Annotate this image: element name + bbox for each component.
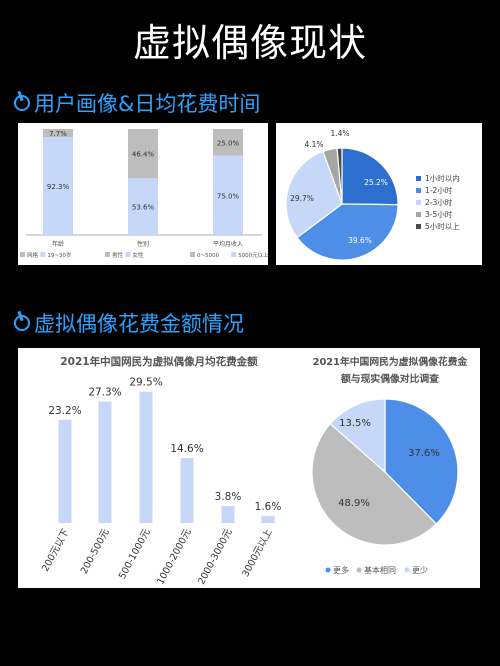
category-label: 200元以下 xyxy=(40,527,72,573)
daily-time-pie-chart: 25.2% 39.6% 29.7% 4.1% 1.4% 1小时以内 1-2小时 2-3小时 3-… xyxy=(285,129,460,261)
legend-label: 1小时以内 xyxy=(425,173,460,183)
legend-swatch xyxy=(416,224,421,229)
data-label: 25.2% xyxy=(364,178,388,187)
data-label: 29.5% xyxy=(129,377,162,389)
category-label: 1000-2000元 xyxy=(155,527,194,587)
data-label: 23.2% xyxy=(48,405,81,417)
section-heading-label: 用户画像&日均花费时间 xyxy=(34,92,261,116)
legend-swatch xyxy=(20,252,25,257)
legend-swatch xyxy=(125,252,131,257)
bar-segment-lower xyxy=(43,137,73,235)
legend-label: 更少 xyxy=(412,566,428,575)
comparison-pie-panel: 2021年中国网民为虚拟偶像花费金 额与现实偶像对比调查 37.6% 48.9% 13.… xyxy=(300,348,480,588)
legend-swatch xyxy=(105,252,110,257)
pie-slice xyxy=(341,147,399,206)
pie-slice xyxy=(311,422,438,546)
legend-label: 基本相同 xyxy=(364,565,396,575)
legend-label: 1-2小时 xyxy=(425,185,453,195)
category-label: 平均月收入 xyxy=(213,240,243,248)
page-title: 虚拟偶像现状 xyxy=(132,21,367,65)
section-heading-user-profile: 用户画像&日均花费时间 xyxy=(14,88,260,118)
data-label: 27.3% xyxy=(88,387,121,399)
legend-swatch xyxy=(40,252,46,257)
pie-slice xyxy=(296,203,399,261)
legend-swatch xyxy=(325,567,331,573)
data-label: 48.9% xyxy=(338,498,370,509)
data-label: 14.6% xyxy=(170,443,203,455)
legend-swatch xyxy=(356,567,362,573)
category-label: 性别 xyxy=(137,240,149,248)
legend-label: 男性 xyxy=(112,251,124,259)
chart-title: 2021年中国网民为虚拟偶像花费金 xyxy=(313,355,468,368)
legend-label: 5小时以上 xyxy=(425,221,460,231)
pie-slice xyxy=(329,398,386,474)
stacked-bar-chart-panel: 92.3% 7.7% 年龄网格 19~30岁 53.6% 46.4% 性别男性 女性 75.0%… xyxy=(18,123,268,265)
legend-swatch xyxy=(190,252,195,257)
legend-swatch xyxy=(416,176,421,181)
legend-swatch xyxy=(416,212,421,217)
legend-label: 19~30岁 xyxy=(47,251,71,259)
mouse-pointer-icon xyxy=(14,315,30,331)
data-label: 3.8% xyxy=(215,491,242,503)
section-heading-spending: 虚拟偶像花费金额情况 xyxy=(14,308,244,338)
category-label: 3000元以上 xyxy=(240,527,275,579)
bar xyxy=(139,391,153,523)
pie-slice xyxy=(285,150,343,239)
data-label: 25.0% xyxy=(217,139,240,147)
bar-segment-lower xyxy=(213,155,243,235)
bar xyxy=(98,401,112,523)
legend-label: 网格 xyxy=(27,251,39,259)
legend-swatch xyxy=(231,252,237,257)
legend-label: 2-3小时 xyxy=(425,197,453,207)
bar-segment-upper xyxy=(128,129,158,179)
data-label: 1.4% xyxy=(330,129,349,138)
pie-slice xyxy=(336,147,343,205)
category-label: 500-1000元 xyxy=(117,527,153,581)
data-label: 46.4% xyxy=(132,151,155,159)
legend-swatch xyxy=(416,200,421,205)
monthly-spending-bar-chart: 2021年中国网民为虚拟偶像月均花费金额 23.2% 200元以下 27.3% 200-… xyxy=(40,355,282,587)
data-label: 92.3% xyxy=(47,183,70,191)
legend-label: 更多 xyxy=(333,565,349,575)
legend-label: 3-5小时 xyxy=(425,209,453,219)
mouse-pointer-icon xyxy=(14,95,30,111)
data-label: 29.7% xyxy=(290,194,314,203)
data-label: 39.6% xyxy=(348,236,372,245)
data-label: 37.6% xyxy=(408,448,440,459)
data-label: 13.5% xyxy=(339,418,371,429)
category-label: 年龄 xyxy=(52,240,64,248)
data-label: 75.0% xyxy=(217,192,240,200)
legend-label: 5000元以上 xyxy=(238,251,268,259)
bar-segment-lower xyxy=(128,178,158,235)
data-label: 1.6% xyxy=(255,501,282,513)
legend-swatch xyxy=(404,567,410,573)
monthly-spending-bar-panel: 2021年中国网民为虚拟偶像月均花费金额 23.2% 200元以下 27.3% 200-… xyxy=(18,348,300,588)
category-label: 200-500元 xyxy=(79,527,112,576)
bar xyxy=(180,458,194,523)
legend-swatch xyxy=(416,188,421,193)
bar-segment-upper xyxy=(213,129,243,156)
data-label: 53.6% xyxy=(132,204,155,212)
bar xyxy=(221,506,235,523)
bar xyxy=(58,419,72,523)
bar xyxy=(261,515,275,523)
bar-segment-upper xyxy=(43,129,73,138)
daily-time-pie-panel: 25.2% 39.6% 29.7% 4.1% 1.4% 1小时以内 1-2小时 2-3小时 3-… xyxy=(276,123,482,265)
legend-label: 0~5000 xyxy=(197,253,220,259)
legend-label: 女性 xyxy=(132,251,144,259)
section-heading-label: 虚拟偶像花费金额情况 xyxy=(34,312,244,336)
category-label: 2000-3000元 xyxy=(196,527,235,587)
chart-title: 2021年中国网民为虚拟偶像月均花费金额 xyxy=(60,355,258,368)
data-label: 7.7% xyxy=(49,130,67,138)
pie-slice xyxy=(384,398,459,525)
data-label: 4.1% xyxy=(304,140,323,149)
chart-title: 额与现实偶像对比调查 xyxy=(341,372,439,385)
